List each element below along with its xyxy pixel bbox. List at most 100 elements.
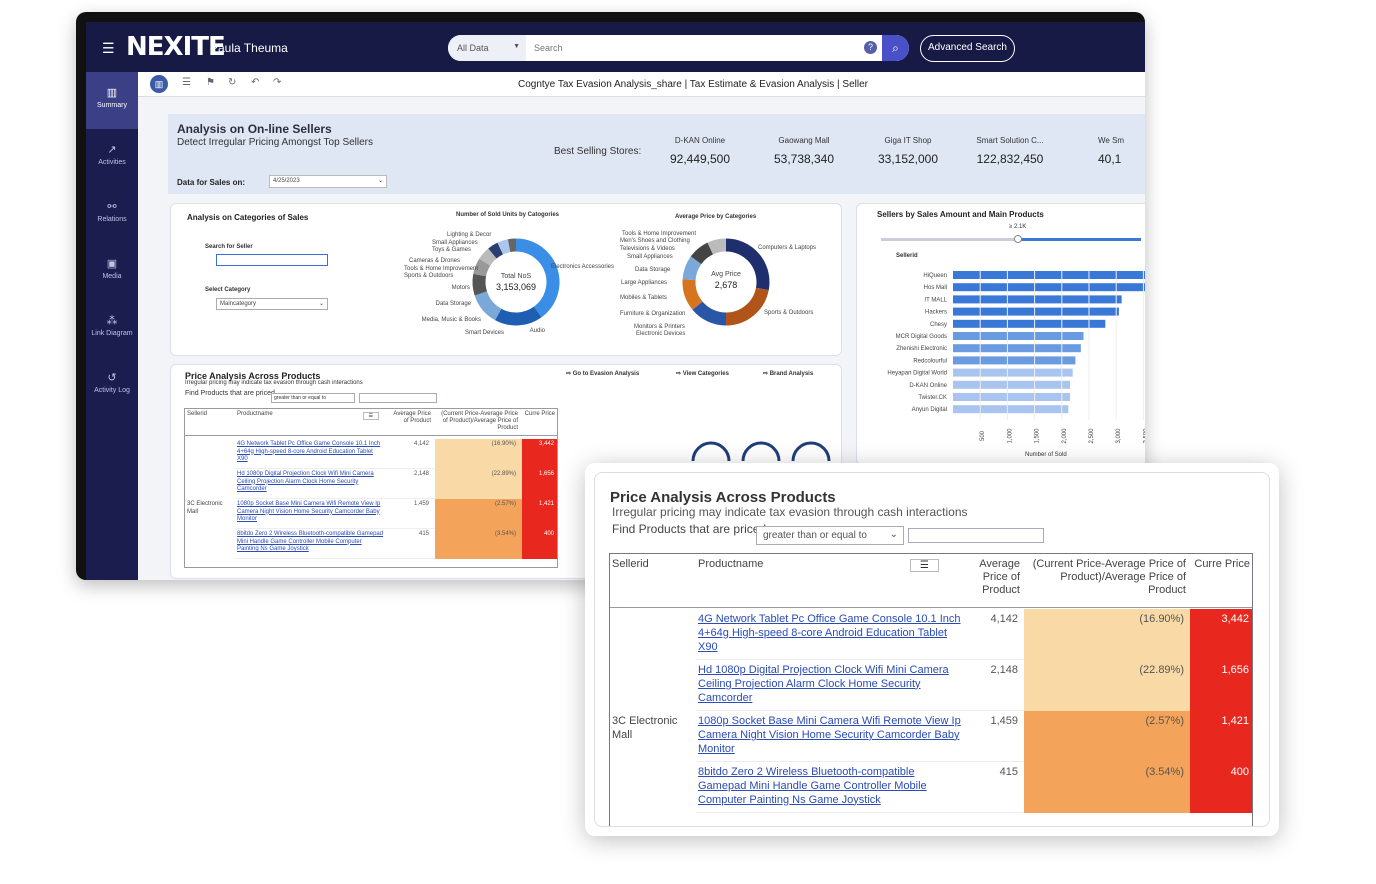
chevron-down-icon: ⌄	[377, 178, 383, 184]
operator-value: greater than or equal to	[274, 395, 326, 401]
operator-select[interactable]: greater than or equal to ⌄	[756, 526, 904, 545]
advanced-search-button[interactable]: Advanced Search	[920, 35, 1015, 62]
sellers-bar-chart: HiQueen Hos Mall IT MALL Hackers Chesy MCR Di…	[887, 270, 1145, 444]
donut2-slice	[707, 238, 727, 255]
search-scope-select[interactable]: All Data ▼	[448, 35, 526, 61]
column-header[interactable]: Productname	[237, 411, 273, 417]
price-diff-cell: (2.57%)	[1024, 711, 1190, 762]
refresh-icon[interactable]: ↻	[228, 77, 237, 88]
chevron-down-icon: ⌄	[318, 301, 324, 307]
sidebar: ▥ Summary ↗ Activities ⚯ Relations ▣ Media ⁂…	[86, 72, 138, 580]
tick-label: 2,500	[1089, 428, 1095, 444]
donut2-label: Monitors & Printers	[634, 324, 685, 330]
product-link[interactable]: Hd 1080p Digital Projection Clock Wifi M…	[698, 664, 949, 704]
price-input[interactable]	[359, 393, 437, 403]
operator-select[interactable]: greater than or equal to	[271, 393, 355, 403]
seller-bar	[953, 393, 1070, 401]
row-divider	[696, 812, 1024, 813]
sidebar-item-link-diagram[interactable]: ⁂ Link Diagram	[86, 300, 138, 357]
donut1-label: Tools & Home Improvement	[404, 266, 478, 272]
store-value: 40,1	[1098, 152, 1122, 166]
media-icon: ▣	[106, 258, 118, 270]
bookmark-icon[interactable]: ⚑	[206, 77, 215, 88]
avg-price-cell: 2,148	[990, 664, 1018, 676]
sidebar-item-relations[interactable]: ⚯ Relations	[86, 186, 138, 243]
undo-icon[interactable]: ↶	[251, 77, 260, 88]
categories-link[interactable]: ⇨ View Categories	[676, 371, 729, 377]
app-logo: NEXITE	[126, 32, 226, 62]
price-input[interactable]	[908, 528, 1044, 543]
dashboard-icon[interactable]: ▥	[150, 75, 168, 93]
seller-search-input[interactable]	[216, 254, 328, 266]
product-link[interactable]: 8bitdo Zero 2 Wireless Bluetooth-compati…	[237, 531, 384, 552]
panel-subtitle: Irregular pricing may indicate tax evasi…	[612, 505, 968, 519]
current-price-cell: 400	[522, 529, 557, 559]
panel-subtitle: Irregular pricing may indicate tax evasi…	[185, 380, 363, 386]
store-name: We Sm	[1098, 136, 1125, 145]
sidebar-item-label: Link Diagram	[91, 330, 133, 337]
donut1-label: Electronics Accessories	[551, 264, 614, 270]
product-link[interactable]: 8bitdo Zero 2 Wireless Bluetooth-compati…	[698, 766, 927, 806]
sidebar-item-media[interactable]: ▣ Media	[86, 243, 138, 300]
redo-icon[interactable]: ↷	[273, 77, 282, 88]
list-icon[interactable]: ☰	[182, 77, 191, 88]
seller-label: Zhenishi Electronic	[896, 346, 947, 352]
column-header[interactable]: Curre Price	[524, 411, 555, 417]
search-input[interactable]	[534, 43, 834, 53]
product-link[interactable]: 4G Network Tablet Pc Office Game Console…	[237, 441, 381, 462]
donut1-label: Sports & Outdoors	[404, 273, 453, 279]
column-header[interactable]: Productname	[698, 558, 764, 570]
column-header[interactable]: Average Price of Product	[393, 411, 431, 425]
product-link[interactable]: Hd 1080p Digital Projection Clock Wifi M…	[237, 471, 374, 492]
header-divider	[185, 435, 557, 436]
donut1-label: Media, Music & Books	[422, 317, 481, 323]
category-select[interactable]: Maincategory ⌄	[216, 298, 328, 310]
price-panel: Price Analysis Across Products Irregular…	[170, 364, 842, 579]
seller-label: MCR Digital Goods	[896, 334, 947, 340]
brand-link[interactable]: ⇨ Brand Analysis	[763, 371, 814, 377]
column-menu-icon[interactable]: ☰	[363, 412, 379, 420]
product-link[interactable]: 1080p Socket Base Mini Camera Wifi Remot…	[237, 501, 381, 522]
donut2-label: Small Appliances	[627, 254, 673, 260]
help-icon[interactable]: ?	[864, 41, 877, 54]
evasion-link[interactable]: ⇨ Go to Evasion Analysis	[566, 371, 640, 377]
gauge-arc	[791, 441, 831, 462]
select-category-label: Select Category	[205, 287, 251, 293]
column-header[interactable]: (Current Price-Average Price of Product)…	[441, 411, 518, 432]
tick-label: 3,000	[1116, 428, 1122, 444]
slider-track[interactable]	[881, 235, 1141, 243]
current-price-cell: 1,421	[1190, 711, 1252, 762]
user-name[interactable]: Paula Theuma	[210, 41, 288, 55]
column-header[interactable]: Sellerid	[187, 411, 208, 417]
column-header[interactable]: Curre Price	[1194, 558, 1250, 570]
price-diff-cell: (3.54%)	[435, 529, 522, 559]
column-header[interactable]: (Current Price-Average Price of Product)…	[1032, 558, 1186, 597]
donut1-slice	[515, 238, 560, 318]
donut2-slice	[690, 242, 714, 265]
axis-title: Sellerid	[896, 253, 918, 259]
sidebar-item-activity-log[interactable]: ↺ Activity Log	[86, 357, 138, 414]
slider-handle[interactable]	[1014, 235, 1022, 243]
search-button[interactable]: ⌕	[882, 35, 909, 61]
date-select[interactable]: 4/25/2023 ⌄	[269, 175, 387, 188]
page-subtitle: Detect Irregular Pricing Amongst Top Sel…	[177, 137, 374, 148]
product-link[interactable]: 1080p Socket Base Mini Camera Wifi Remot…	[698, 715, 961, 755]
column-menu-icon[interactable]: ☰	[910, 559, 939, 572]
seller-label: Chesy	[930, 322, 947, 328]
gauge-arc	[741, 441, 781, 462]
column-header[interactable]: Sellerid	[612, 558, 649, 570]
store-name: Giga IT Shop	[884, 136, 932, 145]
sidebar-item-activities[interactable]: ↗ Activities	[86, 129, 138, 186]
menu-icon[interactable]: ☰	[102, 40, 115, 56]
donut2-label: Large Appliances	[621, 280, 667, 286]
column-header[interactable]: Average Price of Product	[979, 558, 1020, 597]
store-stat: We Sm 40,1	[1098, 136, 1145, 166]
panel-title: Sellers by Sales Amount and Main Product…	[877, 210, 1044, 219]
avg-price-cell: 1,459	[413, 501, 429, 507]
donut1-slice	[507, 238, 517, 253]
sidebar-item-summary[interactable]: ▥ Summary	[86, 72, 138, 129]
slider-fill	[1018, 238, 1141, 241]
tick-label: 1,000	[1007, 428, 1013, 444]
donut1-slice	[474, 291, 502, 321]
product-link[interactable]: 4G Network Tablet Pc Office Game Console…	[698, 613, 961, 653]
